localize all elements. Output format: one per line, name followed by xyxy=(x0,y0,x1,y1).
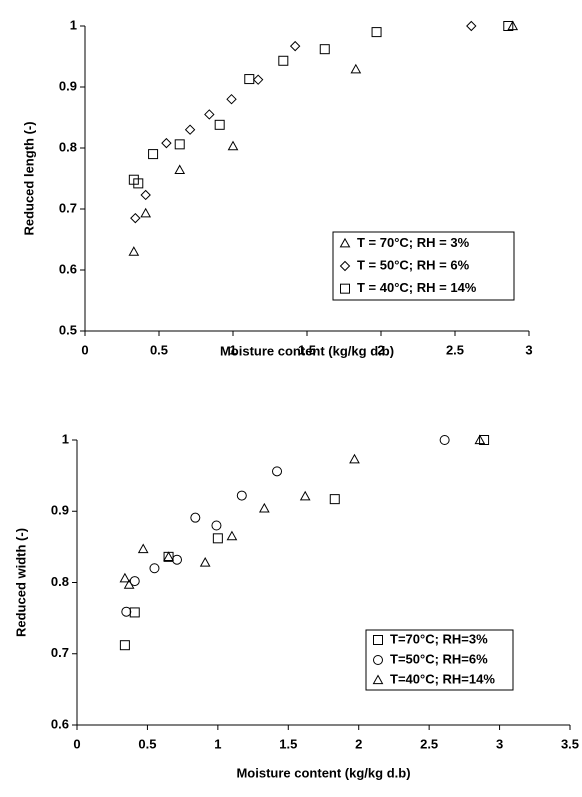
point xyxy=(272,466,283,477)
point xyxy=(466,20,477,32)
x-tick-label: 0.5 xyxy=(150,342,168,357)
point xyxy=(350,63,362,74)
point xyxy=(204,109,215,120)
y-tick-label: 1 xyxy=(70,17,77,32)
x-tick-label: 0 xyxy=(81,342,88,357)
y-tick-label: 1 xyxy=(62,431,69,446)
point xyxy=(174,139,185,150)
point xyxy=(119,640,130,651)
point xyxy=(214,119,225,130)
legend-label: T = 70°C; RH = 3% xyxy=(357,235,470,250)
legend-label: T=70°C; RH=3% xyxy=(390,631,488,646)
point xyxy=(137,543,149,554)
point xyxy=(199,557,211,567)
x-tick-label: 2 xyxy=(377,342,384,357)
x-tick-label: 2.5 xyxy=(446,342,464,357)
point xyxy=(289,40,301,52)
point xyxy=(439,435,450,445)
point xyxy=(299,490,311,501)
legend-label: T=50°C; RH=6% xyxy=(390,651,488,666)
legend-marker xyxy=(373,655,383,665)
legend-label: T = 40°C; RH = 14% xyxy=(357,280,477,295)
point xyxy=(140,207,152,218)
legend-box xyxy=(332,231,515,301)
point xyxy=(479,435,490,445)
point xyxy=(123,579,135,589)
y-tick-label: 0.8 xyxy=(59,139,77,154)
legend-marker xyxy=(340,283,350,294)
legend-marker xyxy=(339,237,351,248)
point xyxy=(140,189,151,201)
point xyxy=(161,137,172,149)
legend-marker xyxy=(372,674,384,685)
x-tick-label: 1.5 xyxy=(279,736,297,751)
point xyxy=(258,502,270,513)
point xyxy=(252,74,264,85)
point xyxy=(211,520,222,531)
x-tick-label: 3 xyxy=(525,342,532,357)
point xyxy=(212,533,223,544)
y-tick-label: 0.7 xyxy=(59,200,77,215)
x-tick-label: 3 xyxy=(496,736,503,751)
point xyxy=(319,44,330,55)
point xyxy=(244,74,255,85)
point xyxy=(474,434,486,445)
point xyxy=(148,149,159,160)
point xyxy=(172,554,183,565)
x-tick-label: 2 xyxy=(355,736,362,751)
y-axis-title: Reduced width (-) xyxy=(13,528,28,637)
legend-box xyxy=(365,629,514,691)
point xyxy=(190,512,201,523)
point xyxy=(278,55,289,66)
point xyxy=(329,494,340,505)
legend-marker xyxy=(373,635,383,645)
x-axis-title: Moisture content (kg/kg d.b) xyxy=(220,343,394,358)
x-tick-label: 0.5 xyxy=(138,736,156,751)
point xyxy=(130,212,141,224)
x-tick-label: 1 xyxy=(229,342,236,357)
point xyxy=(121,606,132,617)
x-tick-label: 1.5 xyxy=(298,342,316,357)
point xyxy=(129,607,140,618)
point xyxy=(163,551,174,561)
y-axis-title: Reduced length (-) xyxy=(21,121,36,235)
point xyxy=(236,490,247,501)
point xyxy=(133,178,144,189)
x-tick-label: 3.5 xyxy=(561,736,579,751)
point xyxy=(174,164,186,175)
x-axis-title: Moisture content (kg/kg d.b) xyxy=(236,765,410,780)
x-tick-label: 2.5 xyxy=(420,736,438,751)
point xyxy=(371,27,382,38)
point xyxy=(184,124,196,135)
legend-marker xyxy=(339,260,351,272)
y-tick-label: 0.8 xyxy=(51,574,69,589)
y-tick-label: 0.6 xyxy=(51,716,69,731)
point xyxy=(149,563,160,574)
y-tick-label: 0.6 xyxy=(59,261,77,276)
point xyxy=(227,140,239,151)
y-tick-label: 0.5 xyxy=(59,322,77,337)
point xyxy=(226,93,237,105)
point xyxy=(226,530,238,541)
point xyxy=(128,246,140,256)
y-tick-label: 0.9 xyxy=(51,503,69,518)
point xyxy=(349,453,360,464)
legend-label: T = 50°C; RH = 6% xyxy=(357,257,470,272)
point xyxy=(119,572,131,583)
point xyxy=(129,576,140,587)
y-tick-label: 0.7 xyxy=(51,645,69,660)
legend-label: T=40°C; RH=14% xyxy=(390,671,495,686)
x-tick-label: 1 xyxy=(214,736,221,751)
x-tick-label: 0 xyxy=(73,736,80,751)
point xyxy=(503,21,514,31)
y-tick-label: 0.9 xyxy=(59,78,77,93)
